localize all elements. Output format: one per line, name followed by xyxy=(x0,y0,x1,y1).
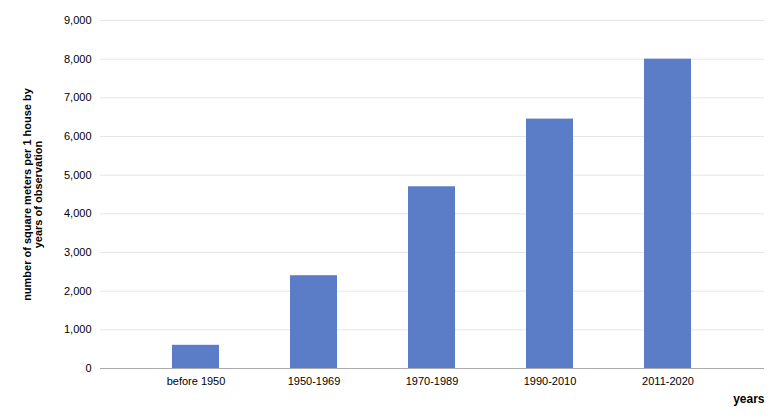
svg-text:2011-2020: 2011-2020 xyxy=(642,375,694,387)
svg-text:3,000: 3,000 xyxy=(64,246,92,258)
svg-text:1990-2010: 1990-2010 xyxy=(524,375,577,387)
svg-text:6,000: 6,000 xyxy=(64,130,92,142)
svg-text:1,000: 1,000 xyxy=(64,323,92,335)
svg-text:9,000: 9,000 xyxy=(64,14,92,26)
svg-text:0: 0 xyxy=(85,362,91,374)
svg-text:8,000: 8,000 xyxy=(64,53,92,65)
svg-text:7,000: 7,000 xyxy=(64,91,92,103)
svg-text:number of square meters per 1: number of square meters per 1 house byye… xyxy=(21,87,44,301)
svg-text:1950-1969: 1950-1969 xyxy=(288,375,341,387)
svg-text:5,000: 5,000 xyxy=(64,169,92,181)
svg-text:years: years xyxy=(733,392,765,406)
svg-text:before 1950: before 1950 xyxy=(167,375,226,387)
svg-text:2,000: 2,000 xyxy=(64,285,92,297)
svg-text:1970-1989: 1970-1989 xyxy=(406,375,459,387)
svg-text:4,000: 4,000 xyxy=(64,207,92,219)
